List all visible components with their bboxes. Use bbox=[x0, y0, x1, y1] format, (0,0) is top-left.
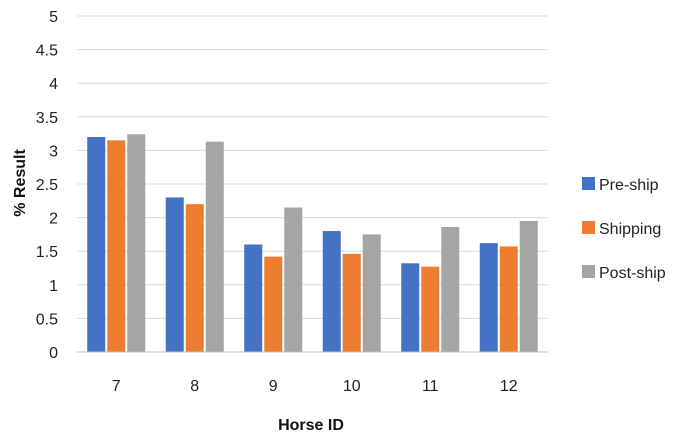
y-tick-label: 3.5 bbox=[36, 110, 58, 127]
bar-pre-ship-9 bbox=[244, 244, 263, 352]
y-axis-title: % Result bbox=[12, 149, 29, 217]
legend-swatch bbox=[582, 265, 595, 278]
x-tick-label: 7 bbox=[112, 378, 121, 395]
bar-pre-ship-11 bbox=[401, 263, 420, 352]
legend-label: Shipping bbox=[599, 221, 661, 238]
bar-shipping-7 bbox=[107, 140, 126, 352]
bar-pre-ship-7 bbox=[87, 136, 106, 352]
bar-shipping-8 bbox=[185, 204, 204, 352]
bar-pre-ship-10 bbox=[322, 231, 341, 352]
bar-shipping-10 bbox=[342, 253, 361, 352]
legend: Pre-ship Shipping Post-ship bbox=[582, 177, 666, 282]
y-tick-label: 2 bbox=[49, 211, 58, 228]
x-tick-label: 10 bbox=[343, 378, 361, 395]
bar-shipping-12 bbox=[499, 246, 518, 352]
x-tick-label: 8 bbox=[190, 378, 199, 395]
bar-post-ship-7 bbox=[127, 134, 146, 352]
bar-post-ship-11 bbox=[441, 227, 460, 352]
y-tick-label: 0.5 bbox=[36, 311, 58, 328]
x-tick-label: 11 bbox=[422, 378, 439, 395]
x-tick-labels: 7 8 9 10 11 12 bbox=[112, 378, 518, 395]
y-tick-label: 5 bbox=[49, 9, 58, 26]
bar-pre-ship-12 bbox=[479, 243, 498, 352]
gridlines bbox=[77, 15, 548, 319]
y-tick-labels: 0 0.5 1 1.5 2 2.5 3 3.5 4 4.5 5 bbox=[36, 9, 58, 362]
legend-swatch bbox=[582, 221, 595, 234]
x-tick-label: 9 bbox=[269, 378, 278, 395]
legend-swatch bbox=[582, 177, 595, 190]
bar-post-ship-12 bbox=[519, 220, 538, 352]
y-tick-label: 4 bbox=[49, 76, 58, 93]
y-tick-label: 4.5 bbox=[36, 43, 58, 60]
y-tick-label: 1.5 bbox=[36, 244, 58, 261]
y-tick-label: 2.5 bbox=[36, 177, 58, 194]
y-tick-label: 3 bbox=[49, 143, 58, 160]
x-tick-label: 12 bbox=[500, 378, 518, 395]
legend-label: Pre-ship bbox=[599, 177, 659, 194]
x-axis-title: Horse ID bbox=[278, 417, 344, 434]
bar-pre-ship-8 bbox=[165, 197, 184, 352]
bar-shipping-9 bbox=[264, 256, 283, 352]
legend-label: Post-ship bbox=[599, 265, 666, 282]
bars bbox=[87, 134, 538, 352]
bar-shipping-11 bbox=[421, 266, 440, 352]
bar-post-ship-10 bbox=[362, 234, 381, 352]
bar-post-ship-9 bbox=[284, 207, 303, 352]
bar-post-ship-8 bbox=[205, 141, 224, 352]
y-tick-label: 0 bbox=[49, 345, 58, 362]
y-tick-label: 1 bbox=[49, 278, 58, 295]
